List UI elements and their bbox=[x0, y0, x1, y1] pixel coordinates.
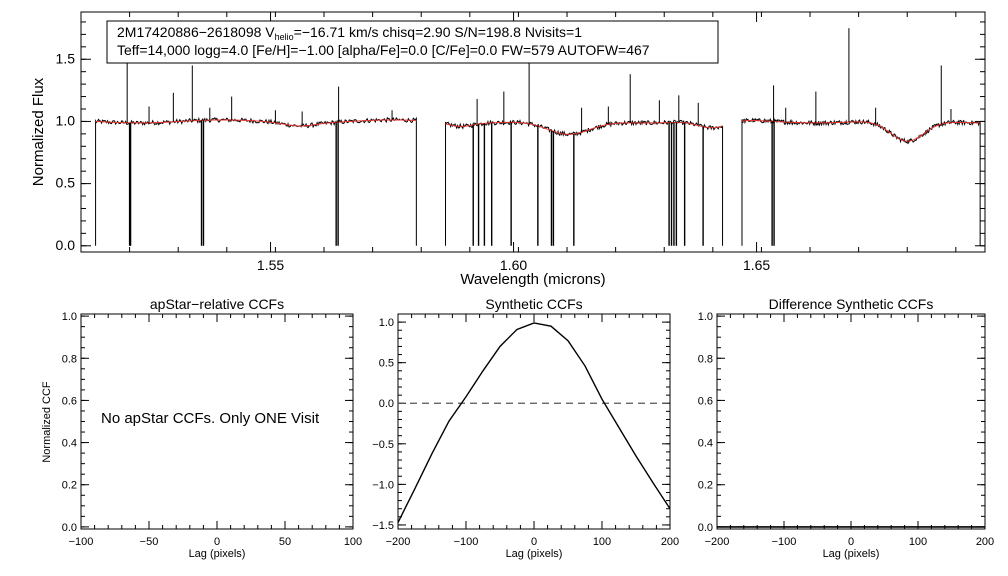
y-tick-label: 0.8 bbox=[698, 353, 713, 365]
y-tick-label: 0.4 bbox=[698, 438, 713, 450]
x-tick-label: 200 bbox=[976, 536, 994, 548]
y-tick-label: 0.0 bbox=[56, 237, 76, 253]
x-tick-label: 100 bbox=[344, 536, 362, 548]
x-tick-label: 1.55 bbox=[257, 257, 284, 273]
synthetic-ccf-title: Synthetic CCFs bbox=[485, 296, 582, 312]
observed-spectrum-chip-3 bbox=[741, 117, 981, 246]
y-tick-label: 0.0 bbox=[62, 522, 77, 534]
x-tick-label: −100 bbox=[772, 536, 797, 548]
x-tick-label: 200 bbox=[661, 536, 679, 548]
x-tick-label: 1.60 bbox=[500, 257, 527, 273]
spectrum-y-axis-label: Normalized Flux bbox=[30, 77, 47, 186]
difference-ccf-panel: −200 −100 0 100 200 0.0 0.2 0.4 0.6 0.8 1.0 Differ… bbox=[698, 296, 994, 560]
info-line-1-prefix: 2M17420886−2618098 V bbox=[117, 24, 275, 40]
x-tick-label: −50 bbox=[140, 536, 159, 548]
observed-spectrum-chip-1 bbox=[95, 116, 417, 246]
spectrum-axis-ticks: 1.55 1.60 1.65 0.0 0.5 1.0 1.5 bbox=[56, 12, 985, 273]
spectrum-panel: 1.55 1.60 1.65 0.0 0.5 1.0 1.5 2M17420886−2618… bbox=[30, 11, 986, 288]
synthetic-ccf-axis-ticks: −200 −100 0 100 200 −1.5 −1.0 −0.5 0.0 0.5 1.0 bbox=[372, 313, 679, 548]
apstar-ccf-x-axis-label: Lag (pixels) bbox=[189, 548, 246, 560]
spectrum-x-axis-label: Wavelength (microns) bbox=[460, 271, 605, 288]
model-spectrum-chip-3 bbox=[741, 120, 981, 142]
apstar-ccf-axis-ticks: −100 −50 0 50 100 0.0 0.2 0.4 0.6 0.8 1.0 bbox=[62, 311, 362, 548]
info-box bbox=[106, 20, 719, 64]
x-tick-label: −200 bbox=[705, 536, 730, 548]
info-line-1-subscript: helio bbox=[275, 32, 294, 42]
difference-ccf-axis-ticks: −200 −100 0 100 200 0.0 0.2 0.4 0.6 0.8 1.0 bbox=[698, 311, 994, 548]
x-tick-label: 50 bbox=[279, 536, 291, 548]
y-tick-label: 0.8 bbox=[62, 353, 77, 365]
synthetic-ccf-plot-frame bbox=[397, 313, 671, 530]
no-ccf-message: No apStar CCFs. Only ONE Visit bbox=[101, 410, 320, 427]
x-tick-label: 0 bbox=[214, 536, 220, 548]
x-tick-label: −200 bbox=[386, 536, 411, 548]
y-tick-label: 0.6 bbox=[62, 395, 77, 407]
y-tick-label: 1.0 bbox=[56, 112, 76, 128]
apstar-ccf-y-axis-label: Normalized CCF bbox=[41, 381, 53, 463]
y-tick-label: 0.5 bbox=[56, 175, 76, 191]
y-tick-label: 1.0 bbox=[379, 317, 394, 329]
model-spectrum-chip-1 bbox=[95, 119, 417, 127]
x-tick-label: 100 bbox=[909, 536, 927, 548]
y-tick-label: 1.5 bbox=[56, 50, 76, 66]
synthetic-ccf-x-axis-label: Lag (pixels) bbox=[506, 548, 563, 560]
y-tick-label: 0.6 bbox=[698, 395, 713, 407]
info-line-1: 2M17420886−2618098 Vhelio=−16.71 km/s ch… bbox=[117, 24, 582, 42]
y-tick-label: 0.0 bbox=[379, 398, 394, 410]
y-tick-label: 1.0 bbox=[698, 311, 713, 323]
synthetic-ccf-curve bbox=[397, 322, 671, 523]
synthetic-ccf-panel: −200 −100 0 100 200 −1.5 −1.0 −0.5 0.0 0.5 1.0 Syn… bbox=[372, 296, 679, 560]
x-tick-label: 0 bbox=[848, 536, 854, 548]
y-tick-label: 0.5 bbox=[379, 358, 394, 370]
x-tick-label: 0 bbox=[531, 536, 537, 548]
y-tick-label: 0.4 bbox=[62, 438, 77, 450]
spectrum-plot-frame bbox=[80, 11, 986, 253]
apstar-ccf-panel: −100 −50 0 50 100 0.0 0.2 0.4 0.6 0.8 1.0 apStar−r… bbox=[41, 296, 362, 560]
y-tick-label: −1.5 bbox=[372, 520, 394, 532]
y-tick-label: 0.0 bbox=[698, 522, 713, 534]
difference-ccf-x-axis-label: Lag (pixels) bbox=[823, 548, 880, 560]
difference-ccf-plot-frame bbox=[716, 313, 986, 530]
observed-spectrum-chip-2 bbox=[445, 118, 724, 246]
y-tick-label: 1.0 bbox=[62, 311, 77, 323]
x-tick-label: 1.65 bbox=[743, 257, 770, 273]
synthetic-ccf-data bbox=[397, 322, 671, 523]
y-tick-label: −1.0 bbox=[372, 479, 394, 491]
y-tick-label: −0.5 bbox=[372, 439, 394, 451]
info-line-2: Teff=14,000 logg=4.0 [Fe/H]=−1.00 [alpha… bbox=[117, 42, 650, 58]
info-line-1-suffix: =−16.71 km/s chisq=2.90 S/N=198.8 Nvisit… bbox=[294, 24, 583, 40]
y-tick-label: 0.2 bbox=[698, 480, 713, 492]
y-tick-label: 0.2 bbox=[62, 480, 77, 492]
spectrum-data bbox=[95, 28, 981, 246]
x-tick-label: 100 bbox=[593, 536, 611, 548]
x-tick-label: −100 bbox=[454, 536, 479, 548]
x-tick-label: −100 bbox=[69, 536, 94, 548]
apstar-ccf-title: apStar−relative CCFs bbox=[150, 296, 284, 312]
difference-ccf-title: Difference Synthetic CCFs bbox=[769, 296, 934, 312]
